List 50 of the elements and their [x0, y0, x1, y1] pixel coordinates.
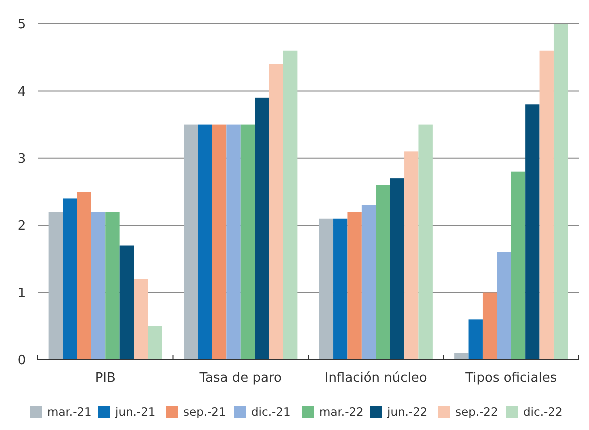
bar [497, 252, 512, 360]
bar [77, 192, 92, 360]
bar [63, 198, 78, 360]
bar [526, 104, 540, 360]
x-tick-label: PIB [95, 371, 116, 386]
bar [134, 279, 148, 360]
bar [255, 98, 270, 360]
bar [348, 212, 362, 360]
bar [418, 124, 433, 360]
y-tick-label: 0 [18, 354, 26, 369]
y-tick-label: 1 [18, 286, 26, 302]
legend-label: dic.-22 [524, 405, 563, 420]
bar [198, 124, 212, 360]
bar [482, 292, 498, 360]
bar [269, 64, 284, 360]
legend-label: mar.-22 [320, 405, 364, 420]
x-tick-label: Tasa de paro [198, 371, 282, 386]
bar [212, 124, 227, 360]
bar [184, 124, 198, 360]
bar [511, 172, 526, 360]
bar [362, 205, 376, 360]
bar [120, 246, 134, 360]
bar [404, 152, 419, 360]
bar [283, 50, 298, 360]
y-tick-label: 5 [18, 18, 26, 33]
bar [468, 320, 483, 360]
bar [148, 326, 162, 360]
bar [334, 218, 348, 360]
bar [554, 24, 568, 360]
y-tick-label: 4 [18, 84, 26, 100]
legend-label: jun.-21 [114, 405, 156, 420]
x-tick-label: Tipos oficiales [464, 371, 558, 386]
bar [390, 178, 405, 360]
legend-label: dic.-21 [252, 405, 291, 420]
bar [376, 185, 390, 360]
bar [454, 353, 469, 360]
bar [540, 50, 554, 360]
legend-label: mar.-21 [48, 405, 92, 420]
legend-label: sep.-21 [184, 405, 226, 420]
legend-label: sep.-22 [456, 405, 498, 420]
bar [106, 212, 120, 360]
bar [240, 124, 256, 360]
legend-label: jun.-22 [386, 405, 428, 420]
bar [91, 212, 106, 360]
bar [226, 124, 241, 360]
y-tick-label: 3 [18, 152, 26, 167]
x-tick-label: Inflación núcleo [324, 371, 428, 386]
bar [319, 218, 334, 360]
bar [48, 212, 64, 360]
y-tick-label: 2 [18, 219, 26, 234]
